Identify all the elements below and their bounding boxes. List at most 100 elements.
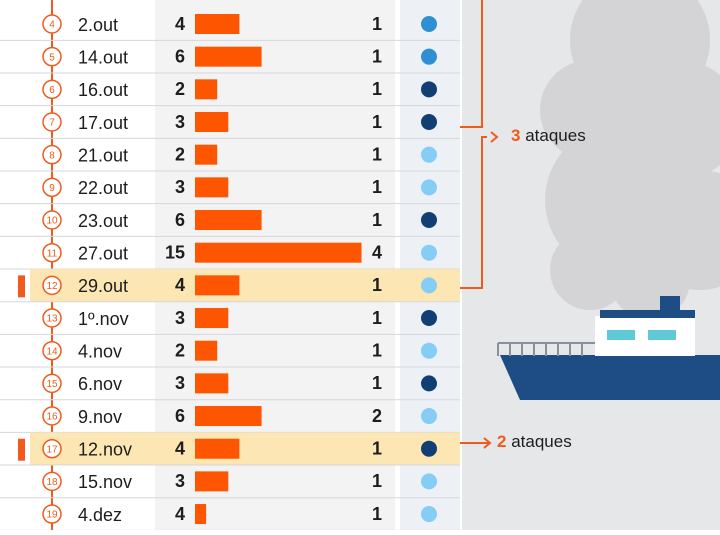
index-circle (42, 177, 62, 198)
index-circle (42, 275, 62, 296)
attacks: 1 (372, 14, 382, 34)
count: 3 (175, 373, 185, 393)
index-number: 15 (46, 379, 58, 390)
dot (421, 277, 437, 294)
index-number: 9 (49, 183, 55, 194)
dot (421, 506, 437, 523)
dot (421, 48, 437, 65)
attacks: 1 (372, 210, 382, 230)
dot (421, 81, 437, 98)
count: 3 (175, 308, 185, 328)
count: 4 (175, 504, 185, 524)
date: 15.nov (78, 472, 132, 492)
index-number: 8 (49, 150, 55, 161)
callout: 2 ataques (497, 432, 572, 451)
attacks: 1 (372, 438, 382, 458)
count: 6 (175, 46, 185, 66)
dot (421, 310, 437, 327)
dot (421, 179, 437, 196)
rows: 4 2.out 4 15 14.out 6 16 16.out 2 17 17.out 3 18 21.o… (0, 14, 460, 531)
bar (195, 340, 218, 361)
index-circle (42, 46, 62, 67)
dot (421, 244, 437, 261)
date: 1º.nov (78, 309, 129, 329)
index-number: 12 (46, 281, 58, 292)
attacks: 1 (372, 46, 382, 66)
dot (421, 375, 437, 392)
index-number: 16 (46, 412, 58, 423)
date: 22.out (78, 178, 128, 198)
bar (195, 373, 229, 394)
dot (421, 114, 437, 131)
attacks: 1 (372, 308, 382, 328)
index-number: 18 (46, 477, 58, 488)
attacks: 4 (372, 242, 382, 262)
index-number: 5 (49, 52, 55, 63)
attacks: 1 (372, 79, 382, 99)
count: 6 (175, 210, 185, 230)
dot (421, 473, 437, 490)
index-number: 17 (46, 444, 58, 455)
date: 17.out (78, 113, 128, 133)
index-number: 11 (47, 248, 58, 259)
index-circle (42, 308, 62, 328)
attacks: 1 (372, 373, 382, 393)
bar (195, 471, 229, 492)
index-number: 10 (46, 216, 58, 227)
attacks: 1 (372, 112, 382, 132)
index-circle (42, 438, 62, 459)
arrow (460, 131, 499, 449)
index-number: 7 (49, 118, 55, 129)
count: 3 (175, 471, 185, 491)
date: 29.out (78, 276, 128, 296)
bar (195, 210, 262, 231)
dot (421, 146, 437, 163)
count: 2 (175, 144, 185, 164)
date: 12.nov (78, 439, 132, 459)
dot (421, 16, 437, 32)
bar (195, 242, 362, 263)
attacks: 2 (372, 406, 382, 426)
index-circle (42, 471, 62, 492)
index-circle (42, 406, 62, 426)
bar (195, 406, 262, 427)
bracket (460, 0, 487, 289)
attacks: 1 (372, 340, 382, 360)
bar (195, 46, 262, 67)
date: 14.out (78, 47, 128, 67)
index-circle (42, 144, 62, 165)
attacks: 1 (372, 275, 382, 295)
count: 2 (175, 79, 185, 99)
bar (195, 438, 240, 459)
date: 9.nov (78, 407, 122, 427)
ship (497, 296, 720, 400)
index-number: 4 (49, 20, 55, 31)
index-number: 14 (46, 346, 58, 357)
count: 4 (175, 14, 185, 34)
index-number: 6 (49, 85, 55, 96)
dot (421, 408, 437, 425)
bar (195, 14, 240, 34)
index-circle (42, 112, 62, 132)
index-number: 13 (46, 314, 58, 325)
bar (195, 308, 229, 329)
index-number: 19 (46, 510, 58, 521)
count: 3 (175, 177, 185, 197)
attacks: 1 (372, 504, 382, 524)
count: 2 (175, 340, 185, 360)
count: 4 (175, 438, 185, 458)
dot (421, 212, 437, 229)
bar (195, 144, 218, 165)
date: 4.dez (78, 505, 122, 525)
index-circle (42, 242, 62, 263)
bar (195, 177, 229, 198)
bar (195, 79, 218, 100)
dot (421, 440, 437, 457)
smoke (540, 0, 720, 320)
index-circle (42, 340, 62, 361)
bar (195, 112, 229, 133)
attacks: 1 (372, 177, 382, 197)
dot (421, 342, 437, 359)
attacks: 1 (372, 144, 382, 164)
index-circle (42, 79, 62, 100)
